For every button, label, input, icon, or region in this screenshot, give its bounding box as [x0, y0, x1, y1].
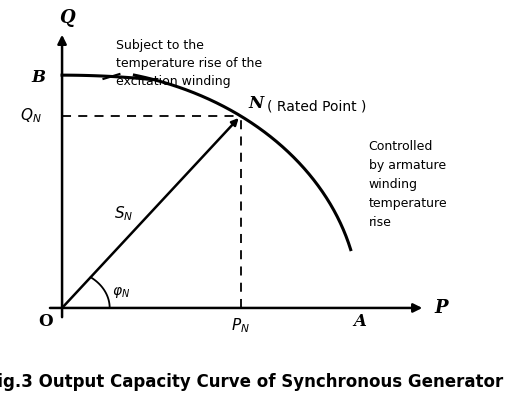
- Text: B: B: [32, 69, 46, 86]
- Text: Subject to the
temperature rise of the
excitation winding: Subject to the temperature rise of the e…: [115, 39, 262, 88]
- Text: $S_N$: $S_N$: [114, 204, 134, 223]
- Text: Controlled
by armature
winding
temperature
rise: Controlled by armature winding temperatu…: [368, 140, 447, 229]
- Text: N: N: [248, 95, 264, 113]
- Text: $P_N$: $P_N$: [231, 316, 250, 335]
- Text: P: P: [434, 299, 447, 317]
- Text: Q: Q: [60, 9, 75, 27]
- Text: $\varphi_N$: $\varphi_N$: [112, 285, 131, 300]
- Text: $Q_N$: $Q_N$: [19, 107, 41, 125]
- Text: O: O: [38, 313, 53, 330]
- Text: Fig.3 Output Capacity Curve of Synchronous Generator: Fig.3 Output Capacity Curve of Synchrono…: [0, 373, 504, 391]
- Text: ( Rated Point ): ( Rated Point ): [267, 99, 367, 114]
- Text: A: A: [354, 313, 367, 330]
